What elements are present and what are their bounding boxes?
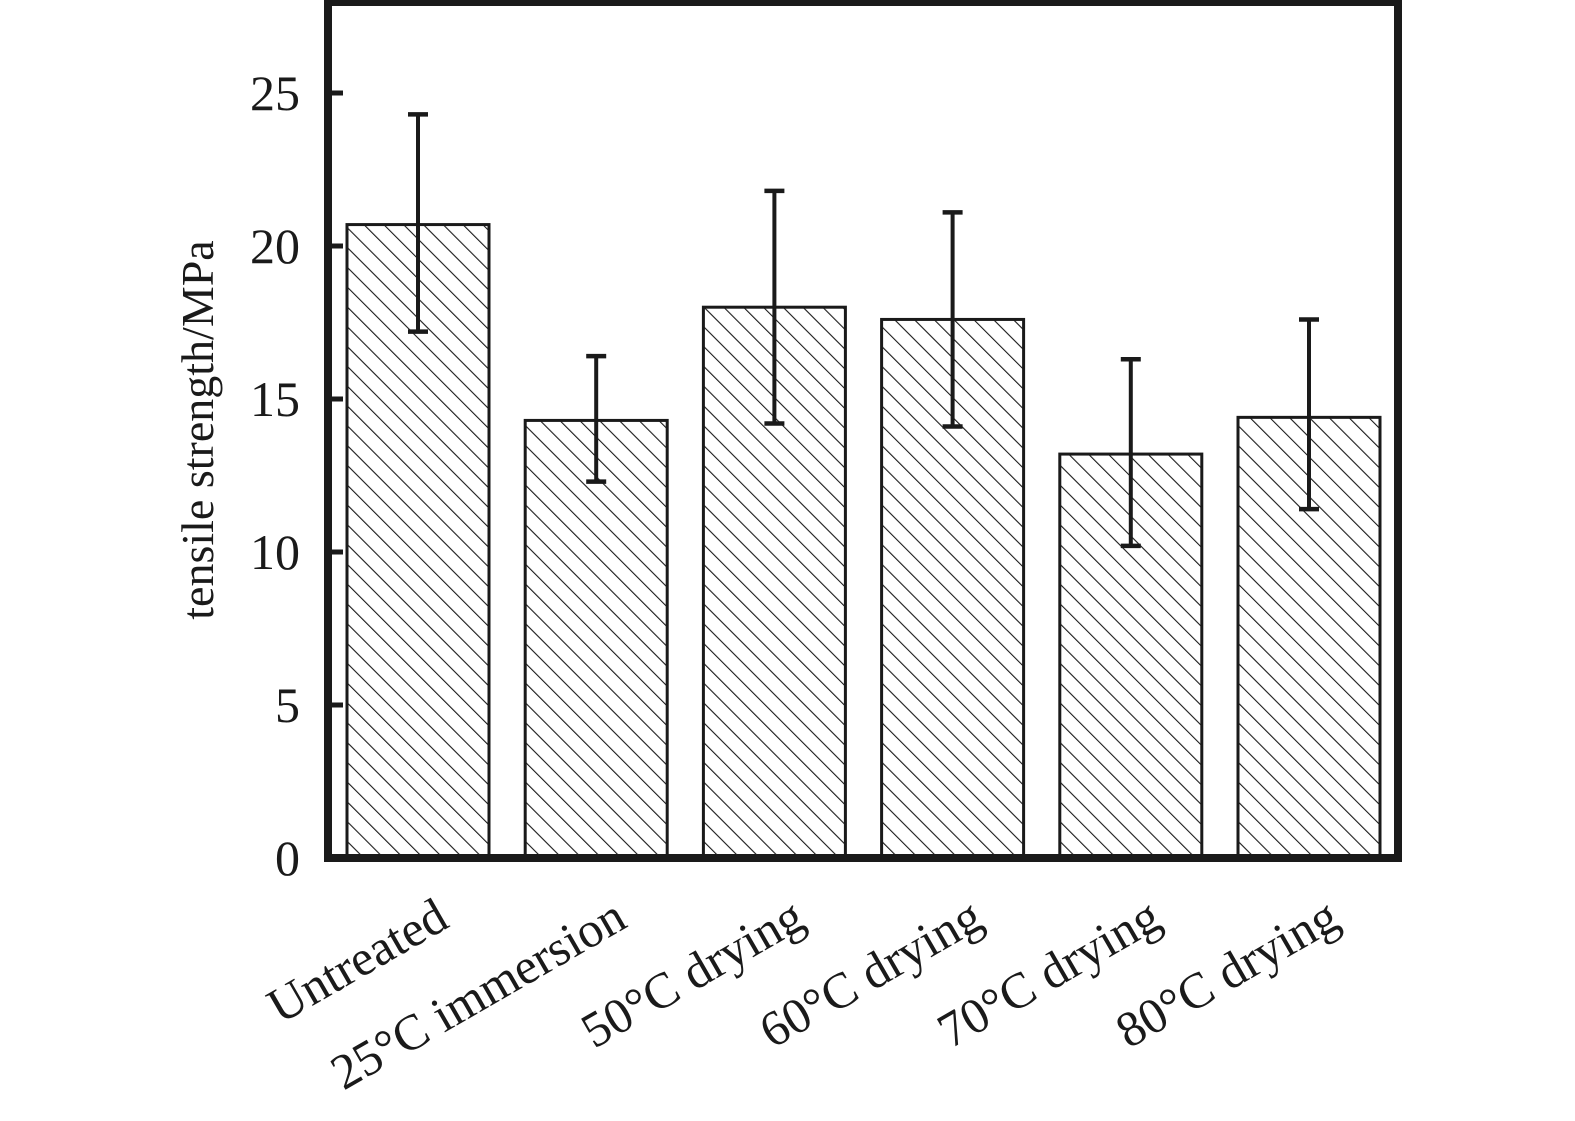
error-bar-3 bbox=[764, 188, 785, 426]
bar-2 bbox=[523, 418, 669, 860]
plot-frame bbox=[324, 0, 1402, 862]
error-bar-1 bbox=[408, 112, 428, 334]
y-tick-label-20: 20 bbox=[250, 218, 300, 274]
error-bar-2 bbox=[586, 353, 607, 484]
error-bar-4 bbox=[942, 210, 963, 429]
x-tick-label-2: 25°C immersion bbox=[321, 887, 635, 1100]
bars-layer bbox=[345, 223, 1382, 860]
y-tick-label-25: 25 bbox=[250, 65, 300, 121]
y-tick-label-5: 5 bbox=[275, 677, 300, 733]
y-tick-label-15: 15 bbox=[250, 371, 300, 427]
error-bar-6 bbox=[1299, 317, 1319, 512]
y-axis-title: tensile strength/MPa bbox=[172, 240, 223, 619]
y-tick-label-0: 0 bbox=[275, 830, 300, 886]
y-tick-label-10: 10 bbox=[250, 524, 300, 580]
error-bar-5 bbox=[1120, 356, 1141, 549]
y-axis-ticks: 0 5 10 15 20 25 bbox=[250, 65, 343, 886]
error-bars-layer bbox=[408, 112, 1319, 549]
